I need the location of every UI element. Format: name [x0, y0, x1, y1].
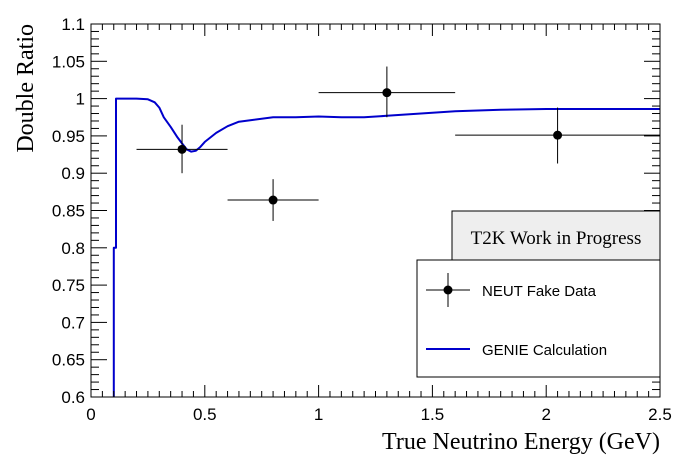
- y-tick-label: 1.05: [52, 52, 85, 71]
- data-point-3: [318, 66, 456, 118]
- legend-marker-neut: [426, 273, 470, 307]
- x-axis-label: True Neutrino Energy (GeV): [382, 429, 660, 455]
- y-axis-label: Double Ratio: [13, 24, 39, 153]
- curve-layer: [112, 97, 660, 397]
- genie-curve: [112, 97, 660, 397]
- x-tick-label: 2.5: [648, 405, 672, 424]
- annotation-text: T2K Work in Progress: [471, 228, 642, 249]
- y-tick-label: 1.1: [61, 15, 85, 34]
- y-tick-label: 0.75: [52, 276, 85, 295]
- y-tick-label: 0.95: [52, 127, 85, 146]
- data-marker: [177, 144, 187, 154]
- annotation-background: [451, 210, 661, 262]
- annotation-box: T2K Work in Progress: [451, 210, 661, 262]
- data-point-4: [455, 107, 660, 164]
- x-tick-label: 1.5: [421, 405, 445, 424]
- y-tick-label: 0.7: [61, 313, 85, 332]
- y-tick-label: 1: [76, 90, 85, 109]
- y-tick-label: 0.85: [52, 202, 85, 221]
- x-tick-label: 2: [541, 405, 550, 424]
- tick-labels: 0 0.5 1 1.5 2 2.5 0.6 0.65 0.7 0.75 0.8 0.85 0.9 0.95…: [52, 15, 672, 424]
- legend: NEUT Fake Data GENIE Calculation: [416, 259, 661, 378]
- data-marker: [382, 88, 392, 98]
- y-tick-label: 0.8: [61, 239, 85, 258]
- data-point-1: [136, 124, 228, 174]
- y-tick-label: 0.9: [61, 164, 85, 183]
- x-tick-label: 0.5: [193, 405, 217, 424]
- data-marker: [553, 130, 563, 140]
- x-tick-label: 1: [314, 405, 323, 424]
- legend-label-genie: GENIE Calculation: [482, 342, 607, 359]
- y-tick-label: 0.6: [61, 388, 85, 407]
- legend-box: [416, 259, 661, 378]
- data-point-2: [227, 179, 319, 221]
- y-tick-label: 0.65: [52, 351, 85, 370]
- data-marker: [268, 195, 278, 205]
- points-layer: [136, 66, 660, 221]
- x-tick-label: 0: [86, 405, 95, 424]
- legend-label-neut: NEUT Fake Data: [482, 283, 597, 300]
